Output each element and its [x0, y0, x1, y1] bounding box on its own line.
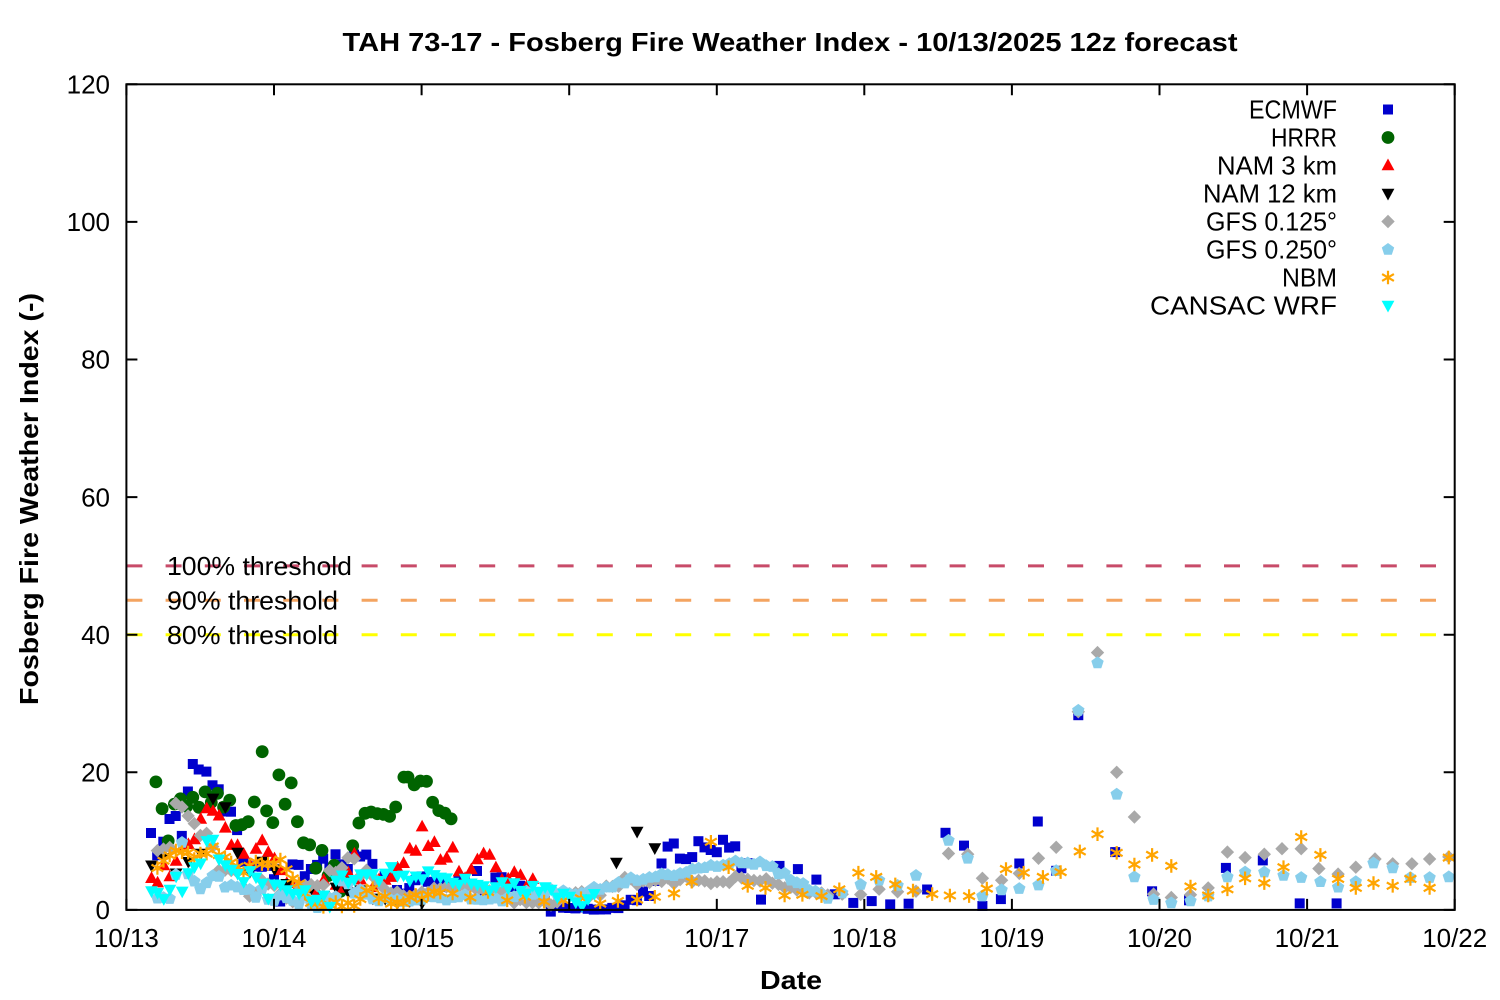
svg-text:100: 100	[67, 207, 110, 237]
svg-text:10/20: 10/20	[1127, 923, 1192, 953]
svg-text:GFS 0.125°: GFS 0.125°	[1206, 207, 1337, 237]
svg-text:10/15: 10/15	[389, 923, 454, 953]
svg-text:60: 60	[81, 482, 110, 512]
svg-text:NAM 3 km: NAM 3 km	[1217, 151, 1337, 181]
svg-text:10/14: 10/14	[242, 923, 307, 953]
svg-text:Fosberg Fire Weather Index (-): Fosberg Fire Weather Index (-)	[14, 293, 44, 705]
svg-text:10/17: 10/17	[684, 923, 749, 953]
svg-text:40: 40	[81, 620, 110, 650]
svg-text:10/21: 10/21	[1275, 923, 1340, 953]
svg-text:10/16: 10/16	[537, 923, 602, 953]
svg-text:TAH 73-17 - Fosberg Fire Weath: TAH 73-17 - Fosberg Fire Weather Index -…	[343, 27, 1238, 57]
svg-text:20: 20	[81, 758, 110, 788]
svg-text:10/18: 10/18	[832, 923, 897, 953]
svg-text:NAM 12 km: NAM 12 km	[1203, 179, 1337, 209]
svg-text:120: 120	[67, 70, 110, 100]
svg-text:Date: Date	[760, 965, 822, 995]
svg-text:10/22: 10/22	[1422, 923, 1487, 953]
svg-text:80: 80	[81, 345, 110, 375]
svg-text:10/13: 10/13	[94, 923, 159, 953]
svg-text:100% threshold: 100% threshold	[167, 551, 352, 581]
svg-text:10/19: 10/19	[979, 923, 1044, 953]
svg-text:80% threshold: 80% threshold	[167, 620, 338, 650]
svg-text:NBM: NBM	[1282, 263, 1337, 293]
svg-text:0: 0	[96, 895, 110, 925]
svg-text:90% threshold: 90% threshold	[167, 586, 338, 616]
svg-text:GFS 0.250°: GFS 0.250°	[1206, 235, 1337, 265]
svg-text:CANSAC WRF: CANSAC WRF	[1150, 291, 1337, 321]
svg-text:HRRR: HRRR	[1271, 123, 1337, 153]
svg-text:ECMWF: ECMWF	[1249, 95, 1337, 125]
